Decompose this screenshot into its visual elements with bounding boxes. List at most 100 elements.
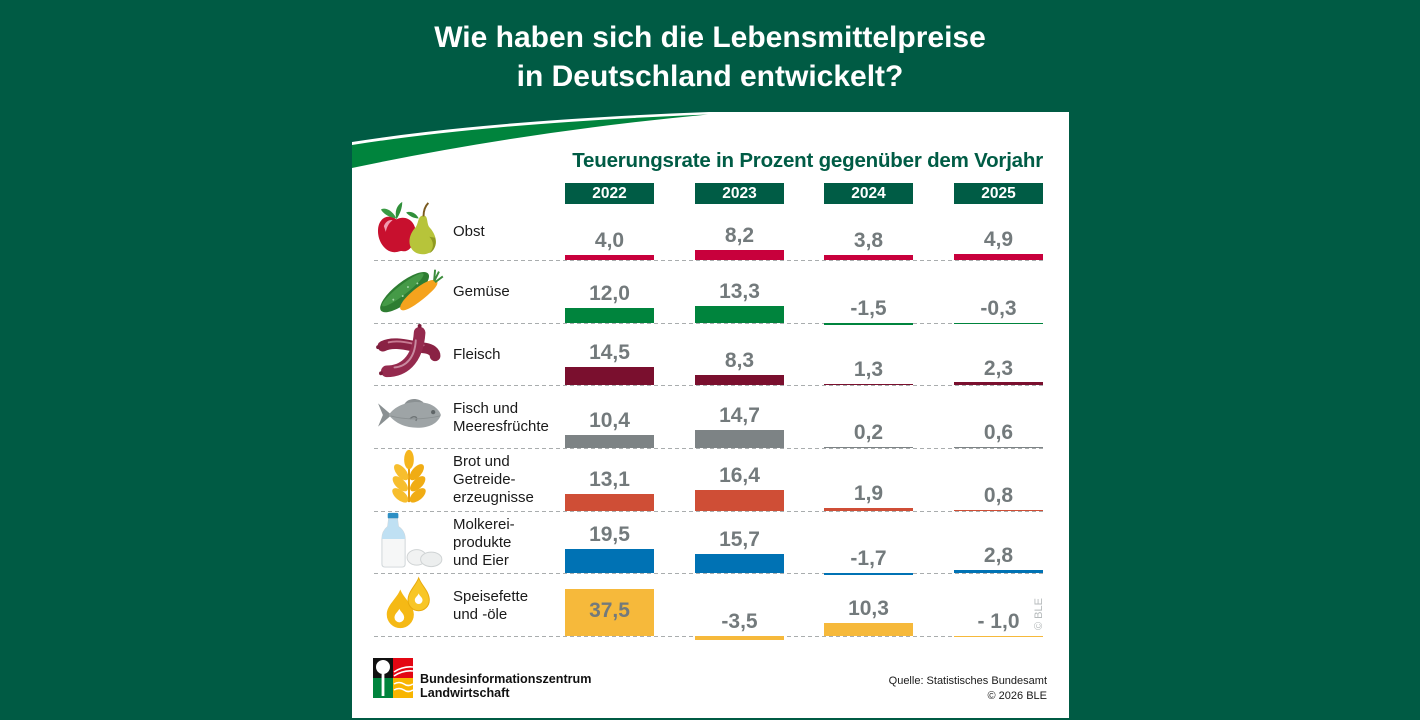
value-label: 1,9 [853,482,884,506]
value-label: 3,8 [853,229,884,253]
bar-2023-0 [695,249,784,260]
bar-2023-6 [695,636,784,641]
title-line-1: Wie haben sich die Lebensmittelpreise [434,21,986,54]
bar-2022-5 [565,548,654,574]
row-divider [374,385,1046,387]
chart-title: Teuerungsrate in Prozent gegenüber dem V… [572,149,1043,172]
bar-2022-6 [565,589,654,636]
value-label: 2,3 [983,356,1014,380]
value-label: 37,5 [589,598,630,622]
category-label-line: und Eier [453,552,509,569]
row-divider [374,260,1046,261]
value-label: 15,7 [719,527,760,551]
category-label: Fleisch [453,346,501,364]
value-label: - 1,0 [977,610,1020,633]
category-label-line: Molkerei- [453,516,515,533]
bar-2022-3 [565,435,654,448]
category-label-line: Obst [453,222,485,240]
wheat-icon [374,448,444,506]
swoosh-dark-corner [352,112,709,142]
category-label-line: Fisch und [453,399,519,417]
year-header-2023: 2023 [695,183,784,204]
bar-2023-2 [695,374,784,386]
year-header-2022: 2022 [565,183,654,204]
value-label: 12,0 [589,281,630,305]
row-divider [374,448,1046,449]
bar-2022-4 [565,494,654,511]
org-line-1: Bundesinformationszentrum [420,672,592,686]
value-label: 13,3 [719,280,760,303]
value-label: 8,3 [724,349,755,372]
category-label-line: Getreide- [453,471,516,489]
chart-card [352,112,1069,718]
year-header-2024: 2024 [824,183,913,204]
value-label: -1,7 [850,547,887,571]
bar-2024-1 [824,322,913,325]
row-divider [374,322,1046,324]
category-label: Molkerei-produkte und Eier [453,516,515,570]
category-label-line: Gemüse [453,283,510,301]
milk-eggs-icon [374,511,444,569]
sausage-icon [374,323,444,381]
value-label: -1,5 [850,296,887,320]
category-label: Brot und Getreide-erzeugnisse [453,453,534,507]
bar-2024-2 [824,383,913,386]
bar-2023-5 [695,553,784,574]
bar-2023-4 [695,490,784,511]
value-label: 4,9 [983,227,1014,251]
category-label-line: erzeugnisse [453,489,534,507]
bar-2025-1 [954,322,1043,324]
value-label: 2,8 [983,543,1014,567]
bar-2022-2 [565,367,654,386]
bar-2024-5 [824,573,913,576]
row-divider [374,573,1046,575]
bar-2023-1 [695,306,784,323]
title-line-2: in Deutschland entwickelt? [516,60,904,93]
value-label: -3,5 [721,610,758,633]
value-label: 10,4 [589,409,630,432]
category-label-line: Brot und [453,453,510,471]
swoosh-green-band [352,114,708,168]
value-label: 14,5 [589,341,630,365]
category-label-line: Meeresfrüchte [453,417,549,435]
year-header-2025: 2025 [954,183,1043,204]
bar-2025-0 [954,253,1043,260]
value-label: 0,2 [853,421,884,444]
value-label: 1,3 [853,357,884,381]
category-label-line: Speisefette [453,587,529,605]
vegetable-icon [374,260,444,318]
value-label: 10,3 [848,597,889,621]
fish-icon [374,386,444,444]
value-label: 4,0 [594,229,625,252]
source-note: Quelle: Statistisches Bundesamt © 2026 B… [889,674,1047,703]
bar-2025-5 [954,569,1043,574]
bar-2023-3 [695,429,784,448]
bar-2024-6 [824,623,913,636]
value-label: 8,2 [724,223,755,247]
bar-2024-4 [824,508,913,511]
bar-2022-1 [565,307,654,323]
bar-2024-3 [824,447,913,448]
category-label: Fisch und Meeresfrüchte [453,400,549,436]
bar-2022-0 [565,255,654,260]
bar-2025-3 [954,447,1043,448]
value-label: 13,1 [589,468,630,492]
value-label: 19,5 [589,523,630,546]
org-line-2: Landwirtschaft [420,685,510,700]
decorative-swoosh [352,112,709,168]
bar-2025-6 [954,636,1043,638]
organization-name: Bundesinformationszentrum Landwirtschaft [420,672,592,700]
page-title: Wie haben sich die Lebensmittelpreise in… [0,18,1420,96]
value-label: 0,8 [983,483,1014,507]
category-label: Speisefette und -öle [453,588,528,624]
copyright-watermark: © BLE [1033,598,1045,630]
category-label-line: und -öle [453,605,508,623]
row-divider [374,510,1046,512]
value-label: -0,3 [980,296,1017,320]
copyright-text: © 2026 BLE [987,689,1047,702]
category-label: Obst [453,223,485,241]
bar-2025-2 [954,382,1043,386]
source-text: Quelle: Statistisches Bundesamt [888,675,1047,687]
value-label: 0,6 [983,421,1014,444]
